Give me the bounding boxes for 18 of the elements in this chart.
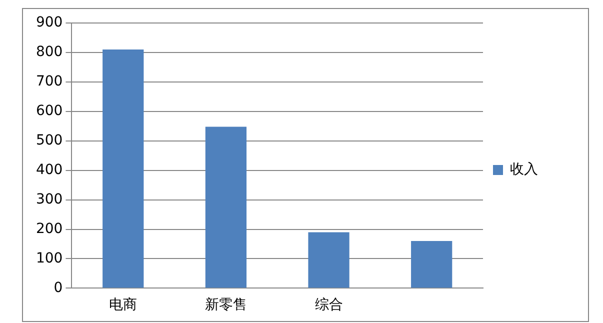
y-tick-label: 0 xyxy=(54,280,63,296)
x-tick-label: 电商 xyxy=(109,297,138,314)
y-tick-label: 100 xyxy=(36,250,63,266)
y-tick-label: 200 xyxy=(36,220,63,237)
x-tick-label: 综合 xyxy=(314,297,343,314)
bar xyxy=(205,126,247,288)
y-tick-label: 700 xyxy=(36,74,63,90)
y-tick-label: 500 xyxy=(36,132,63,149)
y-tick-label: 800 xyxy=(36,44,63,60)
y-tick-label: 300 xyxy=(36,191,63,208)
x-tick-label: 新零售 xyxy=(204,297,247,314)
y-tick-label: 900 xyxy=(36,14,63,31)
y-tick-label: 400 xyxy=(36,162,63,178)
bar xyxy=(411,241,452,288)
legend-label: 收入 xyxy=(510,162,538,178)
y-tick-label: 600 xyxy=(36,103,63,120)
bar xyxy=(308,232,350,288)
bar xyxy=(102,50,144,288)
